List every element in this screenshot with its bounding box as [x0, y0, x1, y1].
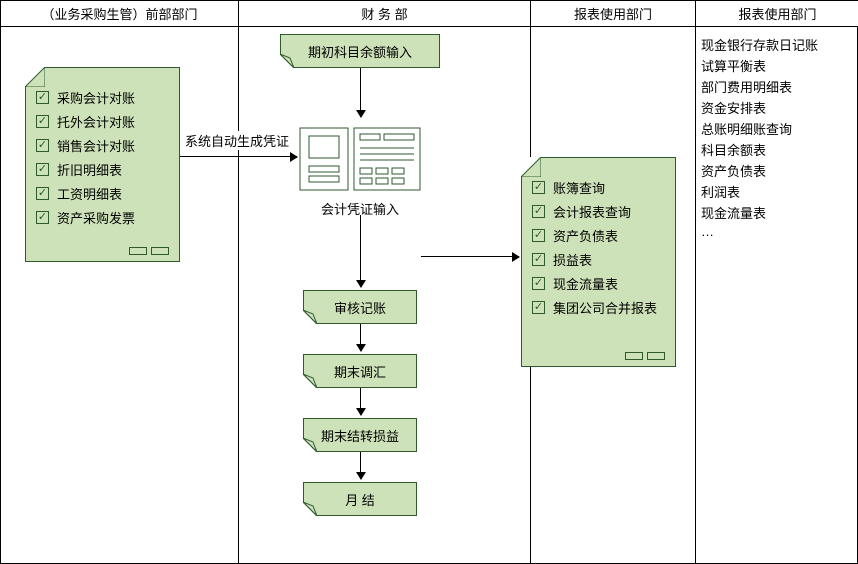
arrow-down-icon: [360, 388, 361, 415]
col-header-3: 报表使用部门: [696, 1, 858, 27]
report-query-item: ✓ 现金流量表: [532, 274, 665, 293]
source-doc-item: ✓ 销售会计对账: [36, 136, 169, 155]
col-header-0-label: （业务采购生管）前部部门: [41, 4, 197, 23]
source-doc-label: 折旧明细表: [57, 160, 122, 179]
checkbox-icon: ✓: [532, 301, 545, 314]
report-query-item: ✓ 资产负债表: [532, 226, 665, 245]
checkbox-icon: ✓: [36, 115, 49, 128]
report-output-item: 资产负债表: [701, 161, 818, 180]
source-doc-item: ✓ 工资明细表: [36, 184, 169, 203]
arrow-right-icon: [421, 256, 519, 257]
process-label: 期末结转损益: [321, 426, 399, 445]
note-footer-icon: [129, 247, 169, 255]
flowchart-canvas: （业务采购生管）前部部门 财 务 部 报表使用部门 报表使用部门 ✓ 采购会计对账…: [0, 0, 858, 564]
report-query-label: 损益表: [553, 250, 592, 269]
report-output-item: 试算平衡表: [701, 56, 818, 75]
process-label: 期初科目余额输入: [308, 42, 412, 61]
report-query-label: 集团公司合并报表: [553, 298, 657, 317]
col-header-0: （业务采购生管）前部部门: [1, 1, 239, 27]
checkbox-icon: ✓: [36, 211, 49, 224]
arrow-down-icon: [360, 324, 361, 351]
source-doc-label: 托外会计对账: [57, 112, 135, 131]
arrow-right-icon: [180, 156, 297, 157]
process-label: 审核记账: [334, 298, 386, 317]
report-query-label: 现金流量表: [553, 274, 618, 293]
process-label: 月 结: [345, 490, 375, 509]
fold-corner-icon: [280, 54, 294, 68]
source-doc-label: 采购会计对账: [57, 88, 135, 107]
process-node-n3: 审核记账: [303, 290, 417, 324]
source-doc-item: ✓ 采购会计对账: [36, 88, 169, 107]
fold-corner-icon: [303, 438, 317, 452]
report-output-item: 资金安排表: [701, 98, 818, 117]
arrow-down-icon: [360, 68, 361, 117]
process-node-n5: 期末结转损益: [303, 418, 417, 452]
checkbox-icon: ✓: [36, 91, 49, 104]
checkbox-icon: ✓: [36, 187, 49, 200]
report-output-item: 利润表: [701, 182, 818, 201]
report-query-item: ✓ 会计报表查询: [532, 202, 665, 221]
source-doc-label: 工资明细表: [57, 184, 122, 203]
checkbox-icon: ✓: [532, 253, 545, 266]
arrow-down-icon: [360, 215, 361, 287]
voucher-input-icon: 会计凭证输入: [299, 120, 421, 218]
process-label: 期末调汇: [334, 362, 386, 381]
arrow-down-icon: [360, 452, 361, 479]
checkbox-icon: ✓: [532, 229, 545, 242]
auto-voucher-label: 系统自动生成凭证: [183, 131, 291, 150]
report-query-item: ✓ 账簿查询: [532, 178, 665, 197]
report-query-label: 会计报表查询: [553, 202, 631, 221]
checkbox-icon: ✓: [532, 277, 545, 290]
source-doc-item: ✓ 资产采购发票: [36, 208, 169, 227]
source-doc-item: ✓ 托外会计对账: [36, 112, 169, 131]
process-node-n1: 期初科目余额输入: [280, 34, 440, 68]
source-doc-label: 资产采购发票: [57, 208, 135, 227]
report-query-label: 资产负债表: [553, 226, 618, 245]
fold-corner-icon: [303, 374, 317, 388]
col-header-3-label: 报表使用部门: [738, 4, 816, 23]
checkbox-icon: ✓: [36, 163, 49, 176]
fold-corner-icon: [303, 502, 317, 516]
report-output-item: 科目余额表: [701, 140, 818, 159]
report-output-item: 部门费用明细表: [701, 77, 818, 96]
checkbox-icon: ✓: [36, 139, 49, 152]
col-header-2-label: 报表使用部门: [574, 4, 652, 23]
report-query-item: ✓ 损益表: [532, 250, 665, 269]
report-output-item: 总账明细账查询: [701, 119, 818, 138]
col-header-2: 报表使用部门: [531, 1, 696, 27]
checkbox-icon: ✓: [532, 205, 545, 218]
report-output-item: 现金流量表: [701, 203, 818, 222]
source-doc-label: 销售会计对账: [57, 136, 135, 155]
report-query-label: 账簿查询: [553, 178, 605, 197]
report-output-item: …: [701, 224, 818, 239]
process-node-n6: 月 结: [303, 482, 417, 516]
report-queries-note: ✓ 账簿查询 ✓ 会计报表查询 ✓ 资产负债表 ✓ 损益表 ✓ 现金流量表 ✓ 集团公司合并报表: [521, 157, 676, 367]
col-header-1: 财 务 部: [239, 1, 531, 27]
note-dogear-icon: [25, 67, 45, 87]
note-footer-icon: [625, 352, 665, 360]
checkbox-icon: ✓: [532, 181, 545, 194]
note-dogear-icon: [521, 157, 541, 177]
fold-corner-icon: [303, 310, 317, 324]
source-doc-item: ✓ 折旧明细表: [36, 160, 169, 179]
report-query-item: ✓ 集团公司合并报表: [532, 298, 665, 317]
process-node-n4: 期末调汇: [303, 354, 417, 388]
source-documents-note: ✓ 采购会计对账 ✓ 托外会计对账 ✓ 销售会计对账 ✓ 折旧明细表 ✓ 工资明细表 ✓ 资产采购发票: [25, 67, 180, 262]
report-output-list: 现金银行存款日记账试算平衡表部门费用明细表资金安排表总账明细账查询科目余额表资产…: [701, 33, 818, 241]
col-header-1-label: 财 务 部: [361, 4, 407, 23]
report-output-item: 现金银行存款日记账: [701, 35, 818, 54]
